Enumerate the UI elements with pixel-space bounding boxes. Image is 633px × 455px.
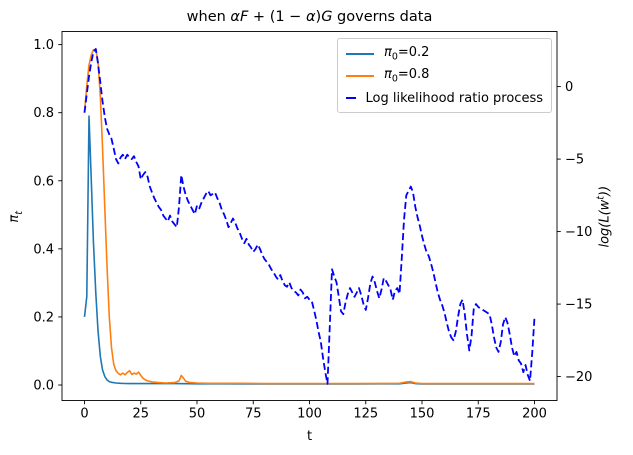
x-tick-label: 50 (189, 407, 206, 422)
log-likelihood-line (83, 48, 536, 385)
x-axis-label: t (306, 429, 313, 444)
legend-label: π0=0.2 (384, 45, 429, 63)
y-left-tick-label: 0.8 (33, 106, 54, 121)
pi0-0.8-line (83, 48, 535, 385)
x-tick-label: 25 (132, 407, 149, 422)
y-left-tick-label: 0.6 (33, 174, 54, 189)
y-right-tick-label: −5 (565, 153, 584, 168)
legend-label: π0=0.8 (384, 67, 429, 85)
legend-pi: π (384, 67, 392, 83)
legend-line-sample-dashed (346, 97, 356, 99)
title-part: ) (315, 9, 322, 25)
y-right-tick-label: −15 (565, 298, 592, 313)
title-part: αF (230, 9, 249, 25)
x-tick-label: 150 (410, 407, 435, 422)
pi-symbol: π (7, 214, 23, 223)
y-right-tick-label: −20 (565, 370, 592, 385)
legend-pi: π (384, 45, 392, 61)
x-tick-label: 100 (297, 407, 322, 422)
legend-value: =0.2 (397, 45, 430, 61)
pi-subscript: t (13, 211, 25, 215)
y-left-tick-label: 0.0 (33, 379, 54, 394)
x-tick-label: 125 (353, 407, 378, 422)
chart-title: when αF + (1 − α)G governs data (62, 9, 557, 25)
title-part: + (1 − (248, 9, 306, 25)
log-label-pre: log(L(w (597, 199, 613, 248)
legend-item-pi0-0.2: π0=0.2 (346, 43, 543, 65)
y-left-tick-label: 0.4 (33, 242, 54, 257)
y-right-tick-label: 0 (565, 80, 573, 95)
legend-label: Log likelihood ratio process (365, 90, 543, 106)
title-part: α (305, 9, 316, 25)
x-tick-label: 0 (80, 407, 88, 422)
title-part: governs data (332, 9, 433, 25)
legend-item-pi0-0.8: π0=0.8 (346, 65, 543, 87)
legend-sub: 0 (391, 51, 398, 63)
legend-line-sample-orange (346, 75, 374, 77)
x-tick-label: 75 (245, 407, 262, 422)
log-label-sup: t (595, 195, 607, 200)
y-axis-label-right: log(L(wt)) (595, 137, 612, 297)
legend-sub: 0 (391, 73, 398, 85)
title-part: G (321, 9, 333, 25)
y-left-tick-label: 0.2 (33, 310, 54, 325)
x-tick-label: 200 (522, 407, 547, 422)
legend-item-log-likelihood: Log likelihood ratio process (346, 87, 543, 109)
x-tick-label: 175 (466, 407, 491, 422)
title-part: when (186, 9, 231, 25)
legend-line-sample-blue (346, 53, 374, 55)
y-axis-label-left: πt (7, 137, 25, 297)
legend: π0=0.2 π0=0.8 Log likelihood ratio proce… (337, 38, 552, 113)
log-label-post: )) (597, 185, 613, 196)
y-right-tick-label: −10 (565, 225, 592, 240)
pi0-0.2-line (83, 115, 535, 385)
legend-value: =0.8 (397, 67, 430, 83)
y-left-tick-label: 1.0 (33, 38, 54, 53)
